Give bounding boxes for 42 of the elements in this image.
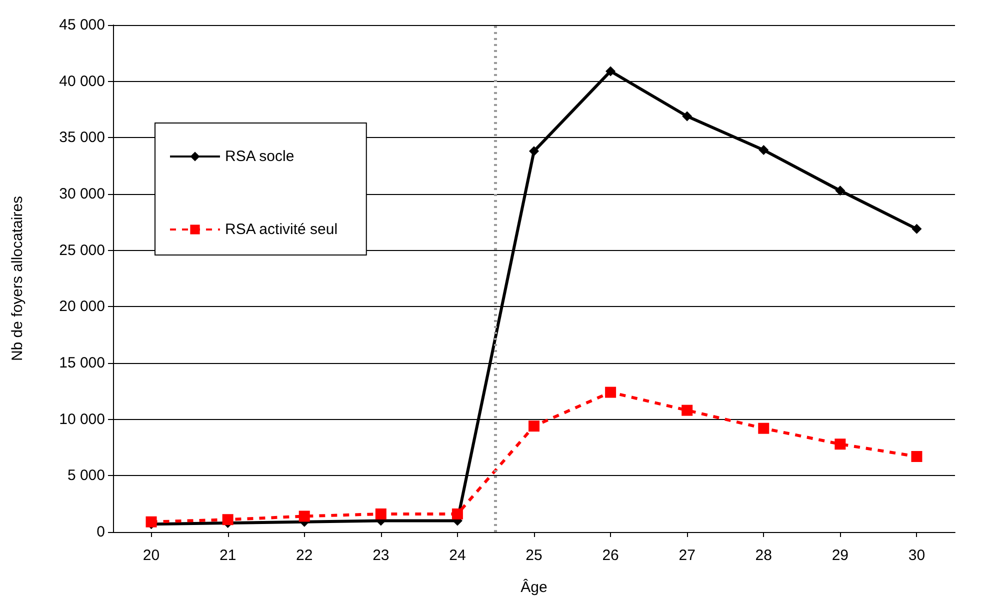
x-tick-label: 22 (296, 547, 313, 564)
point (912, 224, 922, 234)
y-tick-label: 0 (96, 524, 105, 540)
point (529, 146, 539, 156)
y-tick-label: 40 000 (59, 72, 105, 90)
point (834, 438, 846, 450)
x-tick-label: 21 (219, 547, 236, 564)
y-tick-label: 20 000 (59, 298, 105, 316)
y-tick-label: 30 000 (59, 186, 105, 202)
y-axis-title: Nb de foyers allocataires (9, 196, 26, 362)
y-tick-label: 45 000 (59, 16, 105, 34)
y-tick-label: 10 000 (59, 410, 105, 428)
legend-label: RSA socle (225, 148, 294, 165)
x-tick-label: 27 (678, 547, 696, 564)
y-tick-label: 5 000 (67, 467, 105, 484)
point (222, 514, 234, 526)
x-axis-title: Âge (520, 578, 548, 596)
y-tick-label: 35 000 (59, 129, 105, 146)
x-tick-label: 23 (372, 547, 390, 564)
point (682, 111, 692, 122)
x-tick-label: 25 (526, 547, 542, 564)
point (758, 422, 770, 434)
point (375, 508, 386, 520)
x-tick-label: 30 (908, 547, 926, 564)
point (758, 145, 769, 156)
point (528, 420, 540, 432)
x-tick-label: 29 (832, 547, 849, 564)
y-tick-label: 15 000 (59, 354, 105, 372)
point (606, 66, 616, 76)
point (452, 508, 463, 520)
x-tick-label: 24 (449, 547, 466, 564)
legend-label: RSA activité seul (225, 221, 338, 238)
point (146, 516, 157, 528)
x-tick-label: 20 (142, 547, 160, 564)
y-tick-label: 25 000 (59, 242, 105, 259)
point (298, 510, 310, 522)
point (605, 386, 616, 398)
x-tick-label: 28 (755, 547, 772, 564)
point (682, 404, 693, 416)
point (911, 451, 922, 462)
x-tick-label: 26 (602, 547, 619, 564)
point (835, 186, 846, 196)
